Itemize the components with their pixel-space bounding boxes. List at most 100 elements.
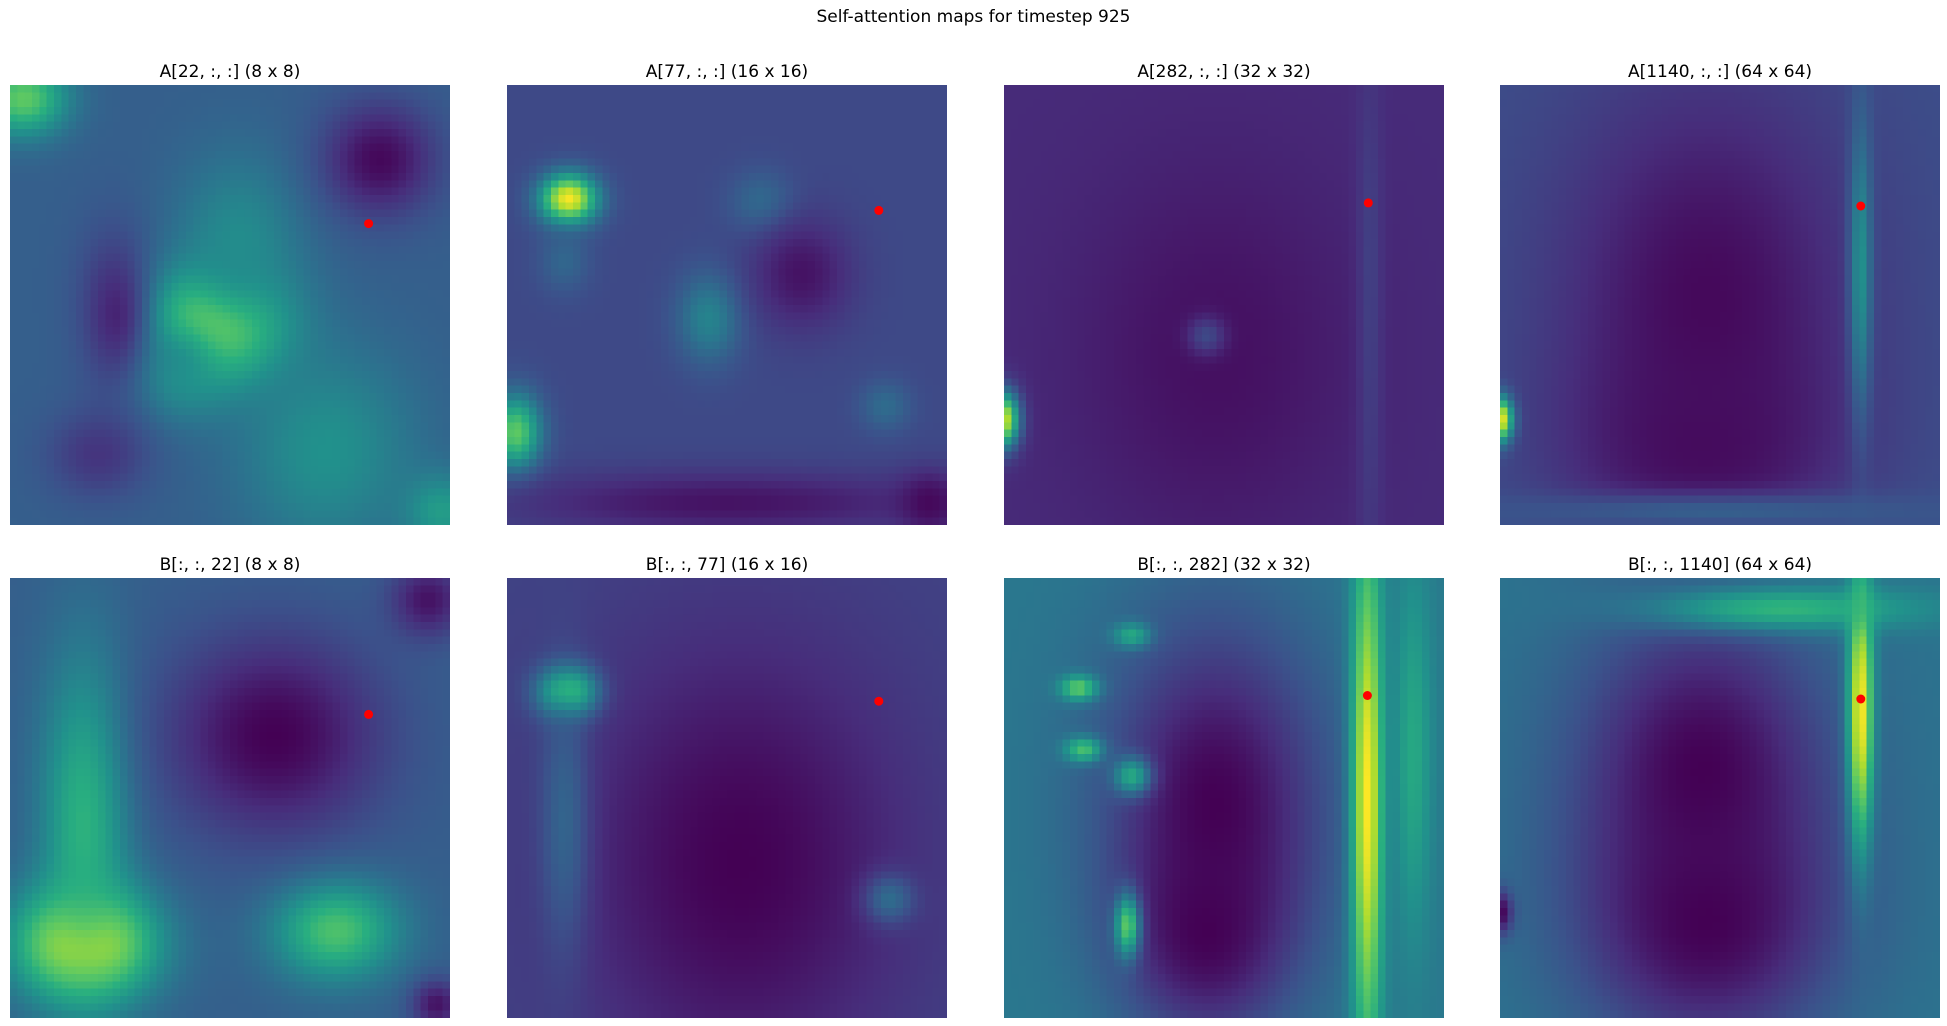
heatmap-cell	[274, 297, 282, 306]
heatmap-cell	[90, 283, 99, 291]
heatmap-cell	[237, 99, 246, 108]
heatmap-cell	[873, 165, 882, 174]
heatmap-cell	[391, 473, 400, 482]
heatmap-cell	[134, 356, 143, 365]
heatmap-cell	[428, 473, 436, 482]
heatmap-cell	[288, 444, 297, 453]
heatmap-cell	[230, 99, 238, 108]
heatmap-cell	[24, 407, 33, 416]
heatmap-cell	[741, 129, 750, 137]
heatmap-cell	[442, 195, 450, 203]
heatmap-cell	[164, 187, 172, 196]
heatmap-cell	[171, 143, 180, 152]
heatmap-cell	[661, 151, 669, 159]
heatmap-cell	[895, 209, 904, 218]
heatmap-cell	[178, 92, 187, 101]
heatmap-cell	[46, 231, 55, 240]
heatmap-cell	[741, 136, 750, 145]
heatmap-cell	[376, 114, 385, 123]
heatmap-cell	[178, 173, 187, 181]
heatmap-cell	[156, 224, 165, 233]
heatmap-cell	[164, 143, 172, 152]
heatmap-cell	[76, 246, 84, 255]
heatmap-cell	[800, 180, 809, 189]
heatmap-cell	[800, 107, 809, 115]
heatmap-cell	[215, 451, 224, 460]
heatmap-cell	[435, 129, 444, 137]
heatmap-cell	[420, 422, 429, 431]
heatmap-cell	[281, 495, 290, 504]
heatmap-cell	[32, 422, 40, 431]
heatmap-cell	[274, 217, 282, 225]
heatmap-cell	[252, 444, 260, 453]
heatmap-cell	[230, 495, 238, 504]
heatmap-cell	[617, 246, 625, 255]
heatmap-cell	[398, 429, 407, 438]
heatmap-cell	[391, 261, 400, 269]
heatmap-cell	[332, 334, 341, 343]
heatmap-cell	[193, 378, 202, 387]
heatmap-cell	[164, 290, 172, 299]
heatmap-cell	[442, 481, 450, 489]
heatmap-cell	[178, 129, 187, 137]
heatmap-cell	[727, 246, 735, 255]
heatmap-cell	[98, 173, 106, 181]
heatmap-cell	[837, 136, 845, 145]
heatmap-cell	[266, 451, 275, 460]
heatmap-cell	[529, 136, 537, 145]
heatmap-cell	[384, 165, 392, 174]
heatmap-cell	[573, 246, 581, 255]
heatmap-cell	[98, 92, 106, 101]
heatmap-cell	[727, 209, 735, 218]
heatmap-cell	[17, 209, 26, 218]
heatmap-cell	[32, 261, 40, 269]
heatmap-cell	[851, 173, 860, 181]
heatmap-cell	[881, 121, 889, 130]
heatmap-cell	[200, 180, 209, 189]
heatmap-cell	[851, 121, 860, 130]
heatmap-cell	[230, 195, 238, 203]
heatmap-cell	[32, 415, 40, 423]
heatmap-cell	[318, 246, 326, 255]
heatmap-cell	[171, 371, 180, 379]
heatmap-cell	[274, 165, 282, 174]
heatmap-cell	[156, 136, 165, 145]
heatmap-cell	[428, 268, 436, 277]
heatmap-cell	[631, 195, 640, 203]
heatmap-cell	[215, 334, 224, 343]
heatmap-cell	[939, 246, 947, 255]
heatmap-cell	[391, 466, 400, 475]
heatmap-cell	[406, 268, 414, 277]
heatmap-cell	[420, 517, 429, 525]
heatmap-cell	[347, 121, 356, 130]
heatmap-cell	[705, 165, 713, 174]
heatmap-cell	[134, 503, 143, 511]
heatmap-cell	[609, 231, 618, 240]
heatmap-cell	[734, 136, 743, 145]
heatmap-cell	[413, 290, 422, 299]
heatmap-cell	[609, 143, 618, 152]
heatmap-cell	[646, 180, 655, 189]
heatmap-cell	[259, 349, 268, 357]
heatmap-cell	[376, 327, 385, 335]
heatmap-cell	[274, 503, 282, 511]
heatmap-cell	[296, 451, 304, 460]
heatmap-cell	[17, 129, 26, 137]
heatmap-cell	[310, 363, 319, 372]
heatmap-cell	[837, 239, 845, 247]
heatmap-cell	[120, 239, 128, 247]
heatmap-cell	[83, 415, 92, 423]
heatmap-cell	[90, 253, 99, 262]
heatmap-cell	[252, 437, 260, 445]
heatmap-cell	[32, 495, 40, 504]
heatmap-cell	[288, 495, 297, 504]
heatmap-cell	[587, 99, 596, 108]
heatmap-cell	[274, 129, 282, 137]
heatmap-cell	[310, 517, 319, 525]
heatmap-cell	[420, 407, 429, 416]
heatmap-cell	[837, 99, 845, 108]
heatmap-cell	[391, 143, 400, 152]
heatmap-cell	[675, 129, 684, 137]
heatmap-cell	[602, 107, 611, 115]
heatmap-cell	[32, 466, 40, 475]
